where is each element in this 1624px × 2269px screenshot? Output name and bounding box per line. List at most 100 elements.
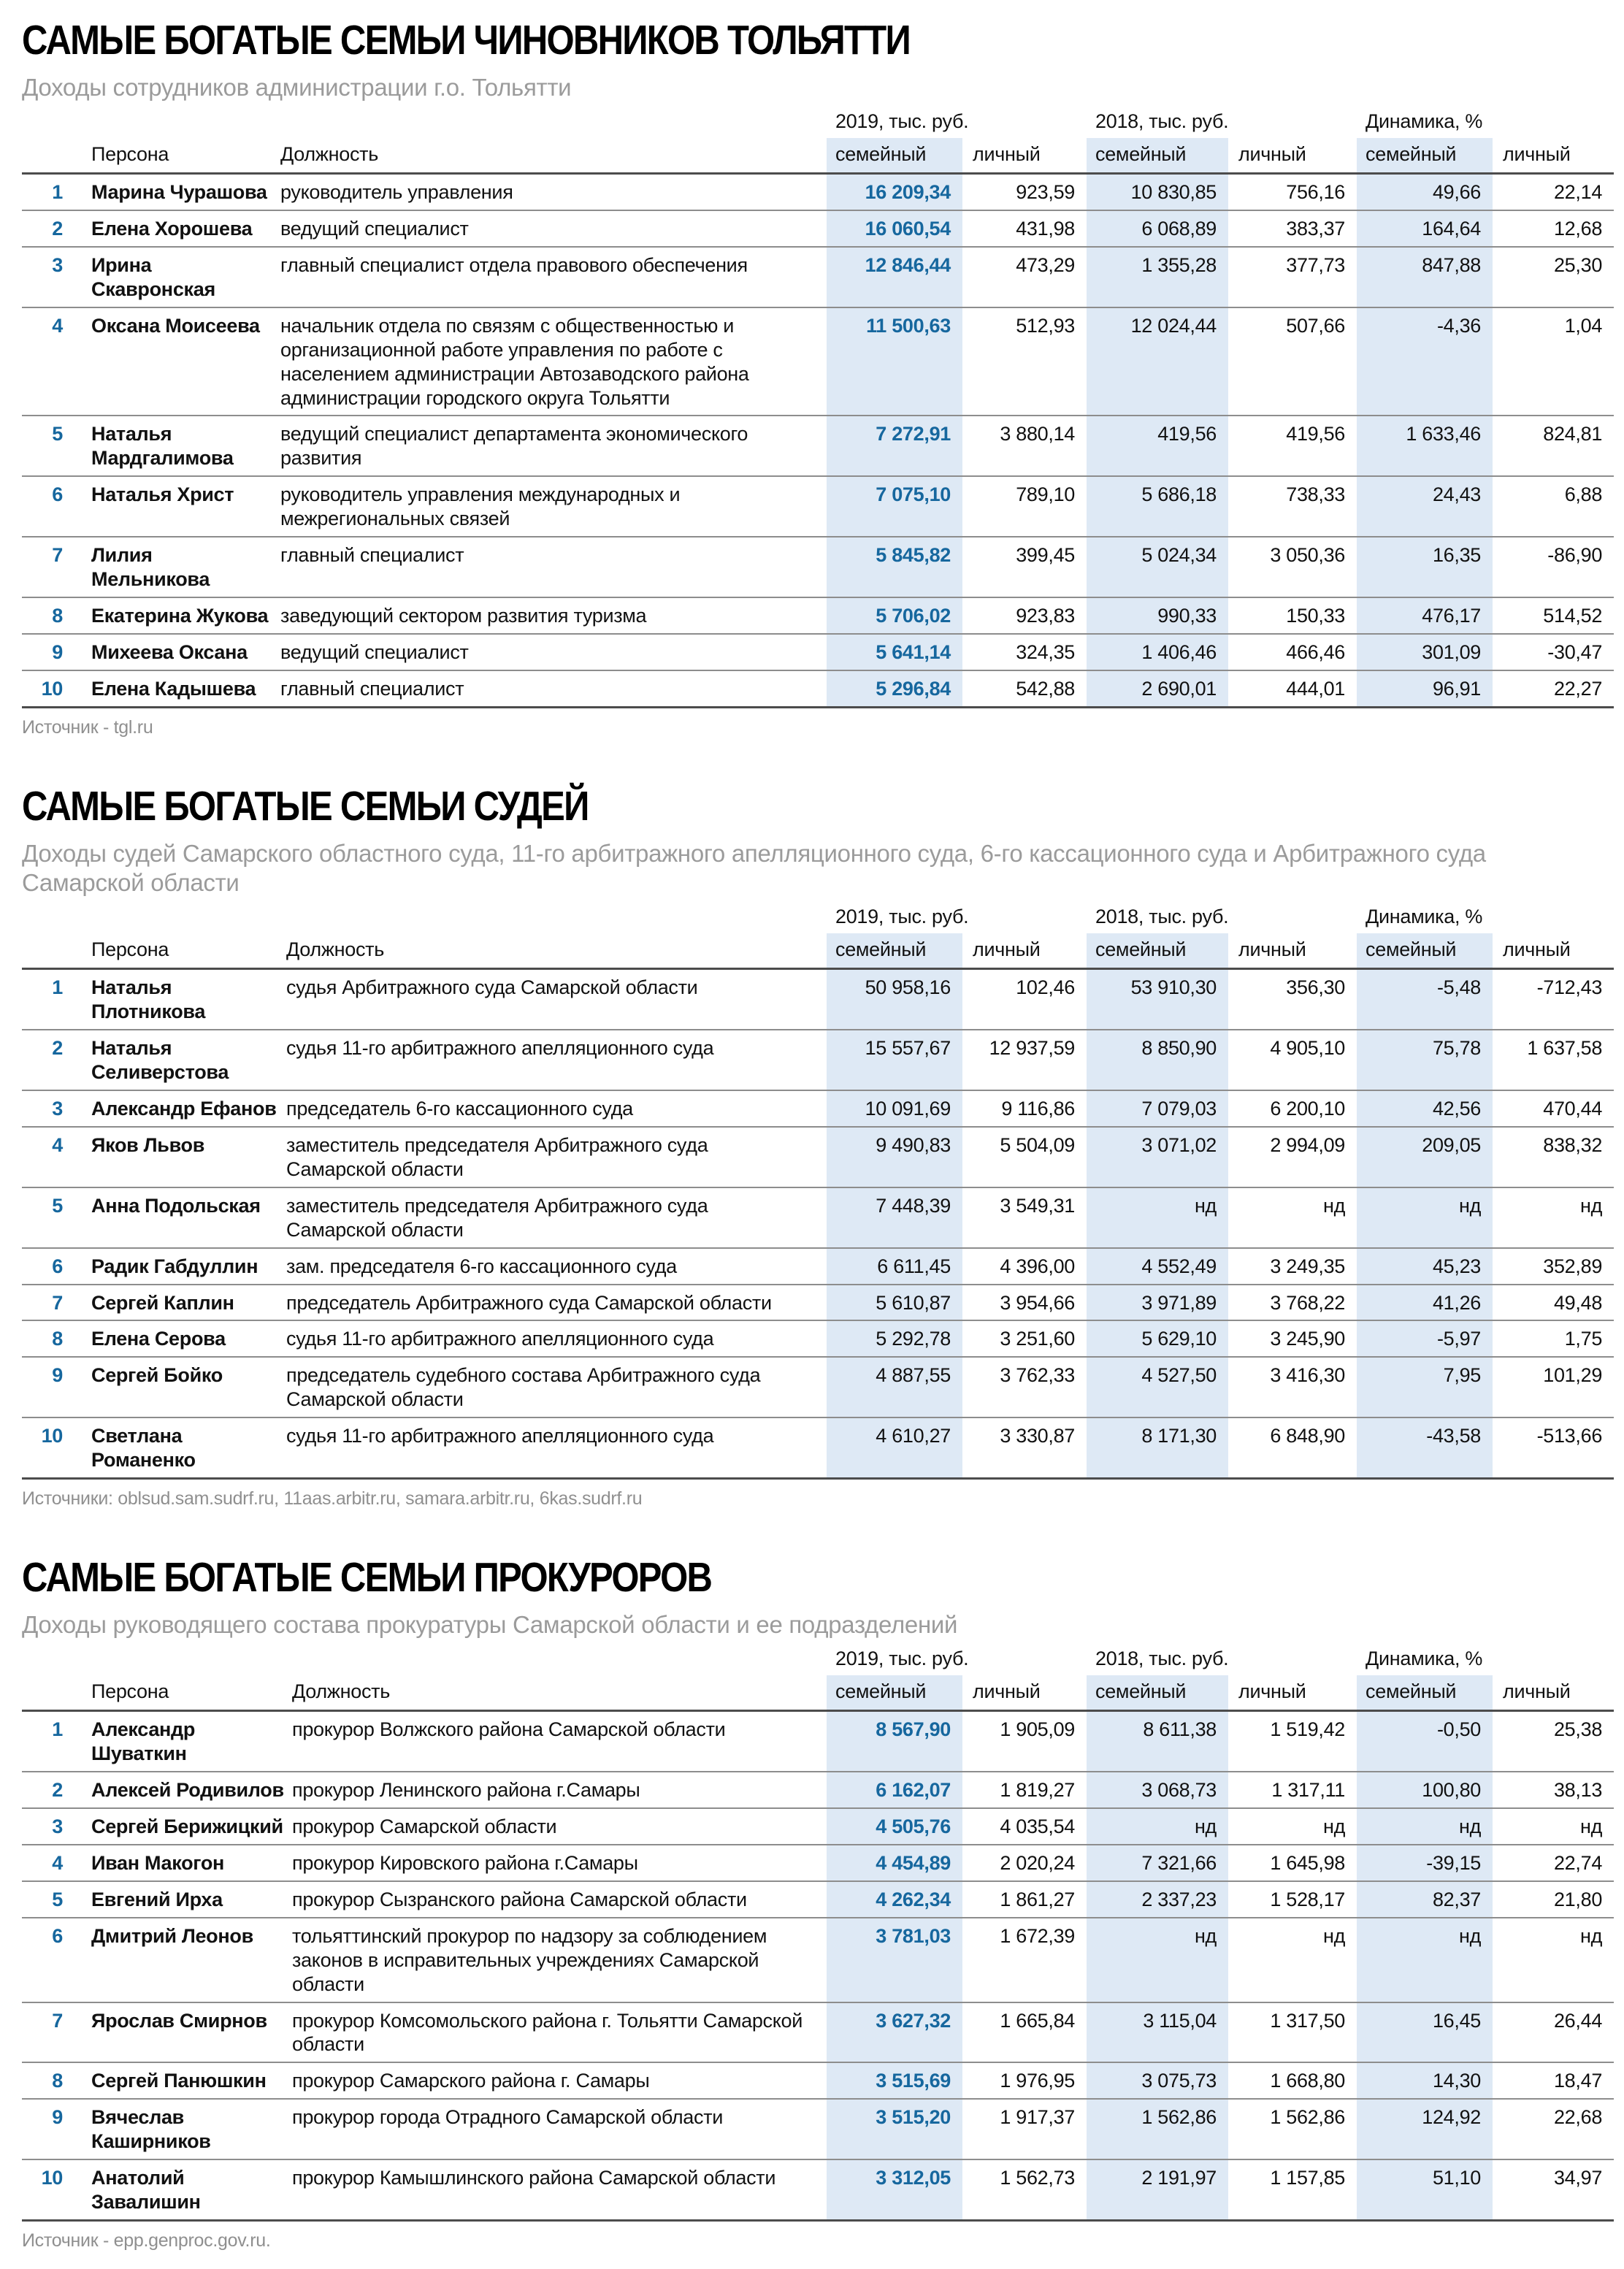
person-cell: Сергей Каплин (67, 1284, 286, 1322)
value-cell: 5 845,82 (827, 537, 962, 599)
value-cell: 7 272,91 (827, 416, 962, 478)
rank-cell: 3 (22, 246, 67, 308)
value-cell: 1 528,17 (1228, 1880, 1357, 1918)
position-cell: зам. председателя 6-го кассационного суд… (286, 1247, 827, 1285)
table-row: 10 Светлана Романенко судья 11-го арбитраж… (22, 1417, 1615, 1480)
value-cell: 8 850,90 (1087, 1030, 1229, 1091)
rank-cell: 1 (22, 968, 67, 1031)
position-cell: судья 11-го арбитражного апелляционного … (286, 1417, 827, 1480)
person-cell: Светлана Романенко (67, 1417, 286, 1480)
value-cell: -86,90 (1493, 537, 1615, 599)
col-header-person: Персона (67, 933, 286, 971)
table-row: 2 Алексей Родивилов прокурор Ленинского ра… (22, 1771, 1615, 1809)
value-cell: 3 071,02 (1087, 1126, 1229, 1188)
value-cell: 756,16 (1228, 173, 1357, 211)
value-cell: 1 317,11 (1228, 1771, 1357, 1809)
value-cell: 9 116,86 (962, 1090, 1087, 1128)
col-header-family-dyn: семейный (1357, 138, 1493, 175)
table-row: 9 Вячеслав Каширников прокурор города Отра… (22, 2099, 1615, 2161)
table-row: 5 Анна Подольская заместитель председателя… (22, 1187, 1615, 1249)
value-cell: 507,66 (1228, 307, 1357, 417)
position-cell: прокурор Сызранского района Самарской об… (292, 1880, 827, 1918)
rank-cell: 8 (22, 597, 67, 635)
value-cell: 1,75 (1493, 1320, 1615, 1358)
value-cell: 1 633,46 (1357, 416, 1493, 478)
value-cell: 150,33 (1228, 597, 1357, 635)
value-cell: 12 937,59 (962, 1030, 1087, 1091)
col-header-personal-2019: личный (962, 933, 1087, 971)
value-cell: 1 645,98 (1228, 1844, 1357, 1882)
person-cell: Алексей Родивилов (67, 1771, 292, 1809)
position-cell: судья Арбитражного суда Самарской област… (286, 968, 827, 1031)
col-header-family-2018: семейный (1087, 1675, 1229, 1713)
position-cell: заведующий сектором развития туризма (280, 597, 827, 635)
source-note: Источник - epp.genproc.gov.ru. (22, 2230, 271, 2251)
position-cell: ведущий специалист (280, 634, 827, 671)
value-cell: 16 209,34 (827, 173, 962, 211)
position-cell: прокурор Волжского района Самарской обла… (292, 1710, 827, 1772)
value-cell: 26,44 (1493, 2002, 1615, 2064)
rank-cell: 4 (22, 1126, 67, 1188)
position-cell: главный специалист (280, 537, 827, 599)
value-cell: 5 686,18 (1087, 476, 1229, 538)
value-cell: -30,47 (1493, 634, 1615, 671)
table-row: 3 Александр Ефанов председатель 6-го касса… (22, 1090, 1615, 1128)
value-cell: 1 672,39 (962, 1917, 1087, 2003)
person-cell: Наталья Христ (67, 476, 280, 538)
income-table: 2019, тыс. руб. 2018, тыс. руб. Динамика… (22, 902, 1615, 1480)
value-cell: 3 549,31 (962, 1187, 1087, 1249)
col-header-person: Персона (67, 1675, 292, 1713)
value-cell: 3 954,66 (962, 1284, 1087, 1322)
value-cell: 3 880,14 (962, 416, 1087, 478)
value-cell: 2 690,01 (1087, 670, 1229, 708)
value-cell: 4 527,50 (1087, 1357, 1229, 1419)
value-cell: 25,30 (1493, 246, 1615, 308)
rank-cell: 2 (22, 1030, 67, 1091)
position-cell: ведущий специалист (280, 210, 827, 248)
value-cell: 5 292,78 (827, 1320, 962, 1358)
value-cell: нд (1357, 1917, 1493, 2003)
position-cell: судья 11-го арбитражного апелляционного … (286, 1030, 827, 1091)
table-row: 8 Екатерина Жукова заведующий сектором раз… (22, 597, 1615, 635)
value-cell: 2 337,23 (1087, 1880, 1229, 1918)
value-cell: 5 504,09 (962, 1126, 1087, 1188)
col-header-position: Должность (286, 933, 827, 971)
person-cell: Сергей Бойко (67, 1357, 286, 1419)
value-cell: 24,43 (1357, 476, 1493, 538)
table-body: 1 Марина Чурашова руководитель управления 1… (22, 173, 1615, 708)
value-cell: 352,89 (1493, 1247, 1615, 1285)
value-cell: 466,46 (1228, 634, 1357, 671)
position-cell: тольяттинский прокурор по надзору за соб… (292, 1917, 827, 2003)
value-cell: 22,74 (1493, 1844, 1615, 1882)
value-cell: нд (1493, 1917, 1615, 2003)
person-cell: Евгений Ирха (67, 1880, 292, 1918)
person-cell: Анна Подольская (67, 1187, 286, 1249)
table-row: 9 Сергей Бойко председатель судебного сост… (22, 1357, 1615, 1419)
rank-cell: 6 (22, 476, 67, 538)
source-note: Источник - tgl.ru (22, 716, 153, 738)
value-cell: 5 706,02 (827, 597, 962, 635)
rank-cell: 7 (22, 2002, 67, 2064)
value-cell: 470,44 (1493, 1090, 1615, 1128)
group-header-row: 2019, тыс. руб. 2018, тыс. руб. Динамика… (22, 1644, 1614, 1675)
value-cell: 1 976,95 (962, 2062, 1087, 2100)
value-cell: 51,10 (1357, 2159, 1493, 2222)
value-cell: 4 035,54 (962, 1807, 1087, 1845)
person-cell: Елена Кадышева (67, 670, 280, 708)
position-cell: начальник отдела по связям с общественно… (280, 307, 827, 417)
position-cell: председатель Арбитражного суда Самарской… (286, 1284, 827, 1322)
value-cell: 377,73 (1228, 246, 1357, 308)
person-cell: Дмитрий Леонов (67, 1917, 292, 2003)
value-cell: 301,09 (1357, 634, 1493, 671)
section-title: САМЫЕ БОГАТЫЕ СЕМЬИ ПРОКУРОРОВ (22, 1554, 713, 1602)
position-cell: судья 11-го арбитражного апелляционного … (286, 1320, 827, 1358)
position-cell: руководитель управления международных и … (280, 476, 827, 538)
table-row: 1 Наталья Плотникова судья Арбитражного су… (22, 968, 1615, 1031)
rank-cell: 8 (22, 2062, 67, 2100)
col-group-2019: 2019, тыс. руб. (835, 1648, 969, 1670)
col-header-personal-2019: личный (962, 1675, 1087, 1713)
value-cell: 25,38 (1493, 1710, 1615, 1772)
col-group-2019: 2019, тыс. руб. (835, 110, 969, 133)
table-row: 4 Оксана Моисеева начальник отдела по связ… (22, 307, 1615, 417)
col-group-dynamics: Динамика, % (1366, 110, 1483, 133)
